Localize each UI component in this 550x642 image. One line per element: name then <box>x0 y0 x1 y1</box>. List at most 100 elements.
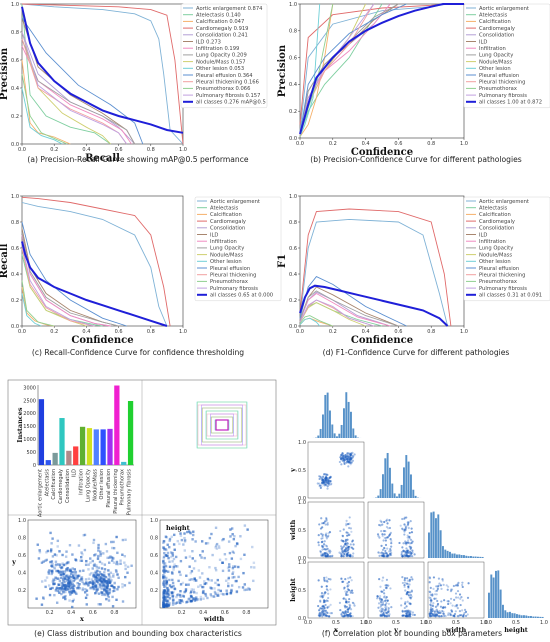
xy-density-cell <box>96 582 100 585</box>
wh-density-cell <box>168 539 171 542</box>
wh-density-cell <box>195 598 198 602</box>
wh-density-cell <box>162 563 166 566</box>
xy-density-cell <box>69 575 73 579</box>
pair-point <box>352 552 355 555</box>
wh-density-cell <box>165 579 168 583</box>
wh-y-tick: 1.0 <box>150 518 158 524</box>
wh-density-cell <box>166 591 169 594</box>
pair-point <box>345 600 348 603</box>
wh-density-cell <box>172 568 175 571</box>
xy-density-cell <box>67 577 70 580</box>
series-line-4 <box>21 3 184 145</box>
wh-density-cell <box>172 565 176 568</box>
series-line-14 <box>21 31 128 145</box>
pair-point <box>405 582 408 585</box>
xy-density-cell <box>102 584 105 588</box>
wh-density-cell <box>162 599 166 603</box>
pair-point <box>429 610 432 614</box>
wh-density-cell <box>237 575 240 579</box>
legend-entry: Pleural effusion <box>210 266 250 272</box>
pair-point <box>403 523 406 526</box>
pair-point <box>323 540 326 543</box>
pair-point <box>464 610 468 613</box>
pair-point <box>322 609 325 612</box>
pair-point <box>322 611 325 614</box>
xy-density-cell <box>106 584 109 588</box>
hist-bar-x <box>329 410 331 438</box>
pair-point <box>403 602 407 605</box>
xy-density-cell <box>115 562 118 566</box>
pair-point <box>409 520 412 523</box>
wh-density-cell <box>177 579 180 583</box>
xy-density-cell <box>95 564 98 567</box>
wh-density-cell <box>192 567 196 570</box>
xy-density-cell <box>98 570 102 574</box>
xy-density-cell <box>97 573 100 576</box>
xy-density-cell <box>53 593 56 597</box>
pair-point <box>381 603 384 607</box>
pair-point <box>388 533 392 536</box>
pair-point <box>378 597 381 600</box>
pair-point <box>384 611 388 614</box>
pair-point <box>380 554 383 557</box>
xy-density-cell <box>55 554 58 557</box>
bars-y-tick-label: 2000 <box>23 411 36 417</box>
pair-point <box>384 599 387 603</box>
pair-point <box>377 523 381 527</box>
xy-density-cell <box>116 573 119 576</box>
xy-density-cell <box>72 587 75 591</box>
xy-density-cell <box>56 569 59 573</box>
hist-bar-x <box>317 435 320 438</box>
xy-density-cell <box>45 551 48 554</box>
pair-point <box>339 608 342 612</box>
pair-point <box>382 603 385 606</box>
wh-density-cell <box>166 599 170 602</box>
wh-density-cell <box>179 583 183 586</box>
pair-point <box>341 548 344 552</box>
xy-density-cell <box>79 559 82 562</box>
xy-density-cell <box>103 574 106 577</box>
series-line-1 <box>21 3 184 145</box>
wh-density-cell <box>162 546 165 549</box>
pair-point <box>461 609 464 612</box>
pair-point <box>382 539 385 542</box>
xy-density-cell <box>102 578 105 582</box>
pair-point <box>346 615 349 618</box>
wh-density-cell <box>187 597 190 601</box>
xy-density-cell <box>76 586 79 590</box>
pair-point <box>406 551 409 554</box>
pair-point <box>447 602 450 606</box>
pair-point <box>380 590 383 593</box>
xy-density-cell <box>95 577 98 580</box>
pair-point <box>381 601 385 604</box>
xy-density-cell <box>103 587 106 591</box>
pair-point <box>408 580 411 583</box>
pair-point <box>322 552 325 555</box>
y-tick-label: 0.2 <box>289 298 297 304</box>
xy-density-cell <box>74 571 78 574</box>
xy-density-cell <box>121 553 124 556</box>
pair-point <box>348 603 351 606</box>
pair-point <box>380 597 383 601</box>
xy-density-cell <box>102 579 105 583</box>
pair-point <box>407 613 411 616</box>
wh-density-cell <box>229 528 232 531</box>
legend-frame <box>463 3 550 108</box>
pair-point <box>350 530 353 533</box>
pair-point <box>380 530 383 533</box>
wh-density-cell <box>229 592 232 595</box>
pair-point <box>340 539 343 542</box>
hist-bar-height <box>495 570 497 618</box>
xy-density-cell <box>94 584 98 587</box>
xy-density-cell <box>76 581 79 585</box>
xy-density-cell <box>87 577 91 581</box>
pair-y-tick: 0.5 <box>298 468 306 474</box>
all-classes-line <box>21 6 184 134</box>
pair-point <box>328 549 331 552</box>
wh-density-cell <box>189 591 192 595</box>
pair-point <box>409 610 412 613</box>
xy-density-cell <box>89 581 93 584</box>
pair-y-tick: 0.0 <box>298 496 306 502</box>
xy-plot-area <box>27 519 137 609</box>
x-tick-label: 0.8 <box>147 329 155 335</box>
